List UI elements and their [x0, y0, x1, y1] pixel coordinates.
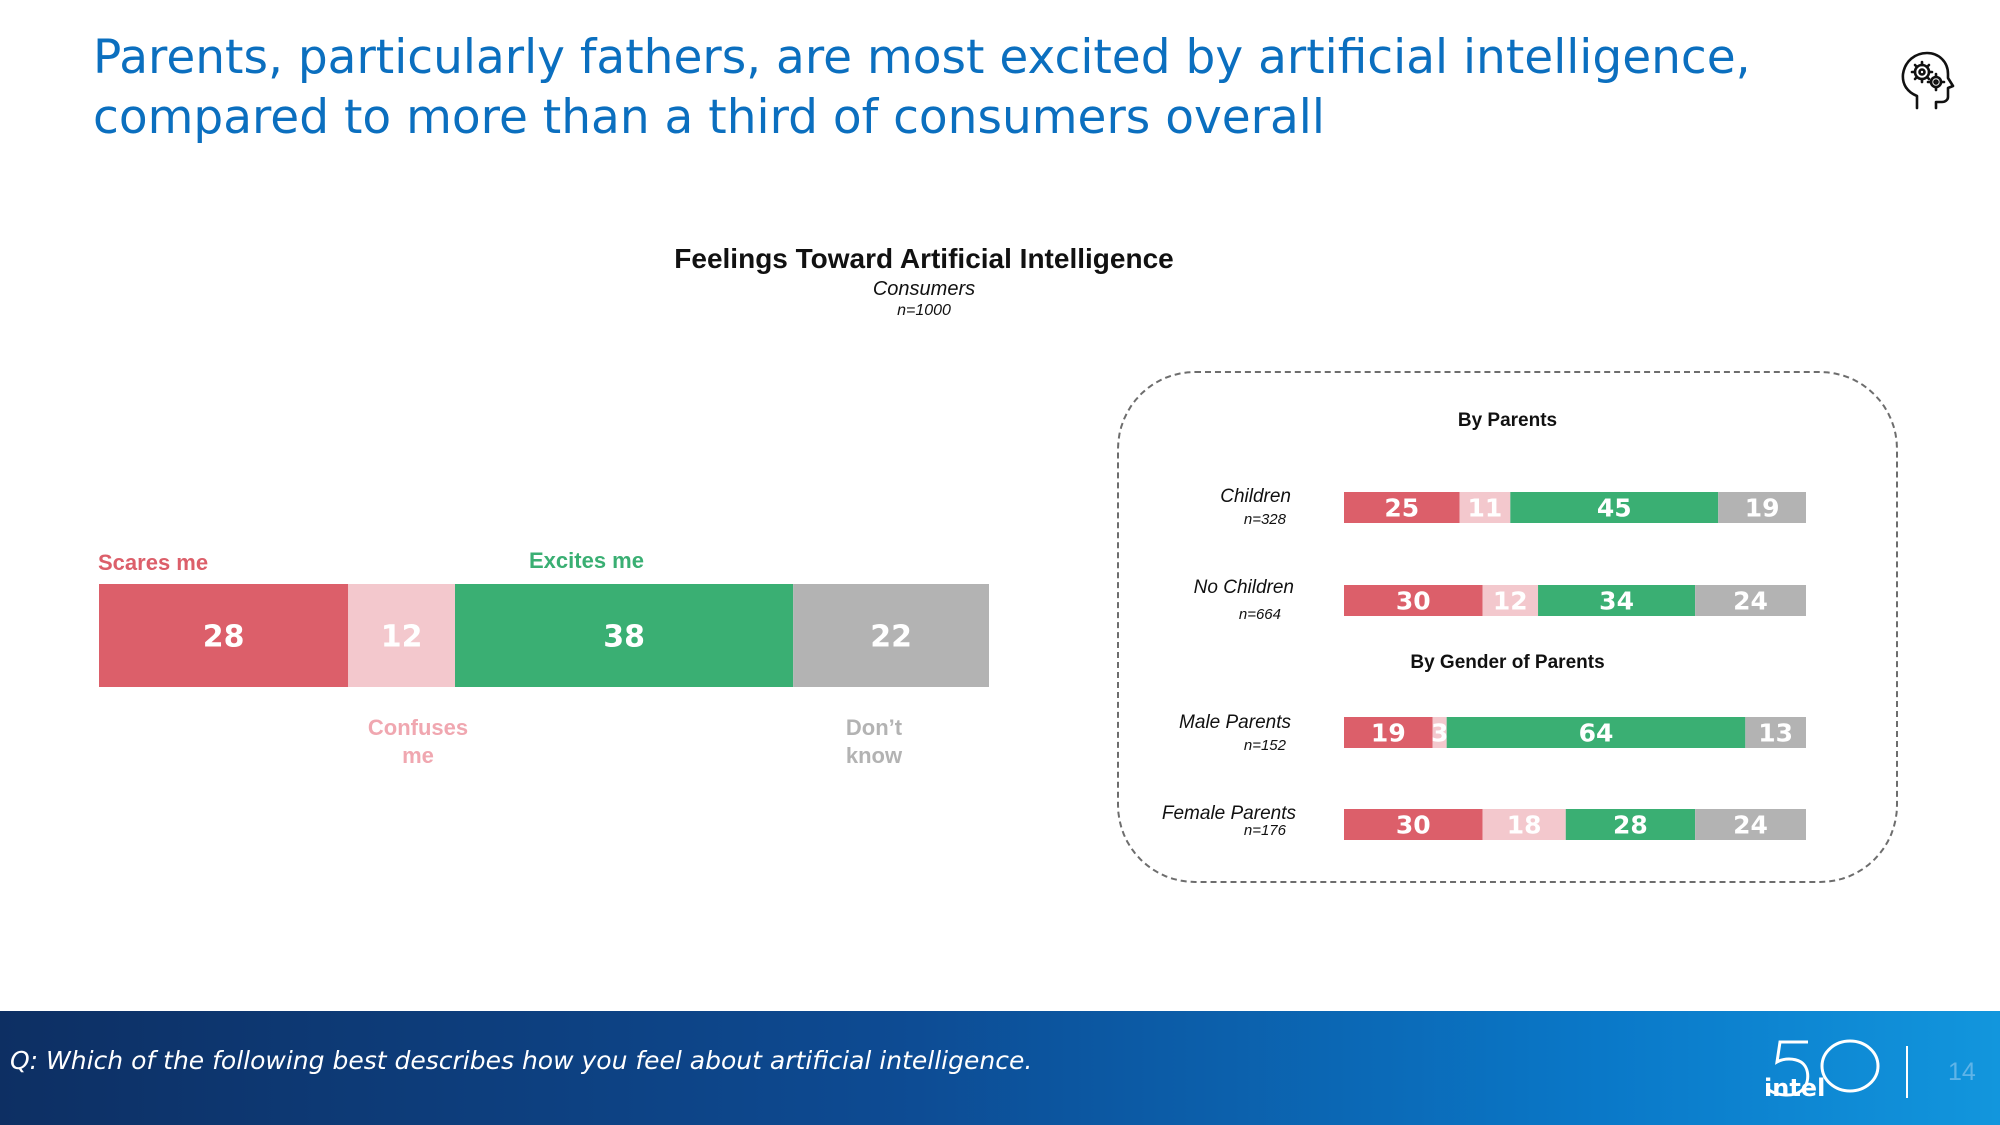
main-bar-value-dont-know: 22	[870, 620, 912, 655]
legend-dont-know-line-2: know	[845, 743, 903, 768]
bar-svg-no-children: 30 12 34 24	[1344, 585, 1806, 616]
bar-no-children-value-excites-me: 34	[1599, 587, 1634, 616]
bar-no-children-value-confuses-me: 12	[1493, 587, 1528, 616]
bar-male-parents-segment-scares-me	[1344, 717, 1433, 748]
main-bar-value-confuses-me: 12	[381, 620, 423, 655]
bar-male-parents-value-confuses-me: 3	[1431, 719, 1448, 748]
bar-female-parents-segment-scares-me	[1344, 809, 1483, 840]
bar-female-parents-value-excites-me: 28	[1613, 811, 1648, 840]
main-bar-segment-excites-me	[455, 584, 794, 687]
main-stacked-bar: 28 12 38 22	[99, 584, 989, 687]
segment-label-male-parents: Male Parents	[1179, 712, 1291, 733]
intel-logo-text: intel	[1764, 1074, 1825, 1102]
bar-svg-male-parents: 19 3 64 13	[1344, 717, 1806, 748]
survey-question: Q: Which of the following best describes…	[10, 1046, 1033, 1075]
segment-panel	[1117, 371, 1898, 883]
bar-male-parents-value-scares-me: 19	[1371, 719, 1406, 748]
slide-title: Parents, particularly fathers, are most …	[93, 28, 1813, 148]
segment-n-children: n=328	[1243, 511, 1286, 528]
bar-children-value-confuses-me: 11	[1468, 494, 1503, 523]
segment-label-children: Children	[1220, 486, 1291, 507]
bar-children-segment-confuses-me	[1459, 492, 1511, 523]
bar-female-parents-value-dont-know: 24	[1733, 811, 1768, 840]
main-bar-segment-confuses-me	[348, 584, 455, 687]
bar-children-segment-dont-know	[1718, 492, 1806, 523]
bar-female-parents-value-scares-me: 30	[1396, 811, 1431, 840]
ai-head-gear-icon	[1901, 51, 1955, 110]
intel-50-logo: intel 50	[1758, 1036, 1880, 1102]
main-bar-segment-dont-know	[793, 584, 989, 687]
segment-n-male-parents: n=152	[1243, 737, 1286, 754]
legend-dont-know: Don’t know	[804, 714, 944, 770]
segment-n-female-parents: n=176	[1243, 822, 1286, 839]
footer-divider	[1906, 1046, 1908, 1098]
intel-logo-mark: 50	[1758, 1036, 1760, 1037]
bar-children-value-scares-me: 25	[1384, 494, 1419, 523]
legend-scares-me: Scares me	[98, 550, 209, 575]
page-number: 14	[1948, 1058, 1976, 1086]
bar-male-parents-value-excites-me: 64	[1579, 719, 1614, 748]
bar-female-parents-segment-dont-know	[1695, 809, 1806, 840]
chart-subtitle: Consumers	[872, 278, 976, 300]
segment-label-female-parents: Female Parents	[1161, 803, 1296, 824]
bar-male-parents-segment-dont-know	[1745, 717, 1806, 748]
slide-title-line-1: Parents, particularly fathers, are most …	[93, 30, 1751, 85]
by-gender-heading: By Gender of Parents	[1410, 652, 1605, 673]
segment-n-no-children: n=664	[1238, 606, 1281, 623]
legend-excites-me: Excites me	[529, 548, 644, 573]
bar-no-children-value-dont-know: 24	[1733, 587, 1768, 616]
main-bar-value-scares-me: 28	[203, 620, 245, 655]
bar-no-children: 30 12 34 24	[1344, 585, 1806, 616]
bar-female-parents-segment-confuses-me	[1482, 809, 1566, 840]
bar-male-parents-value-dont-know: 13	[1758, 719, 1793, 748]
bar-no-children-segment-dont-know	[1695, 585, 1806, 616]
bar-children-value-dont-know: 19	[1745, 494, 1780, 523]
bar-no-children-segment-scares-me	[1344, 585, 1483, 616]
segment-label-no-children: No Children	[1193, 577, 1294, 598]
bar-no-children-segment-confuses-me	[1482, 585, 1539, 616]
main-bar-value-excites-me: 38	[603, 620, 645, 655]
bar-female-parents-value-confuses-me: 18	[1507, 811, 1542, 840]
bar-children: 25 11 45 19	[1344, 492, 1806, 523]
bar-svg-female-parents: 30 18 28 24	[1344, 809, 1806, 840]
bar-no-children-value-scares-me: 30	[1396, 587, 1431, 616]
bar-male-parents-segment-confuses-me	[1432, 717, 1447, 748]
bar-children-segment-excites-me	[1510, 492, 1719, 523]
legend-confuses-me: Confuses me	[348, 714, 488, 770]
chart-title: Feelings Toward Artificial Intelligence	[674, 243, 1174, 274]
legend-confuses-line-2: me	[402, 743, 434, 768]
bar-male-parents: 19 3 64 13	[1344, 717, 1806, 748]
by-parents-heading: By Parents	[1457, 410, 1558, 431]
bar-svg-children: 25 11 45 19	[1344, 492, 1806, 523]
bar-female-parents: 30 18 28 24	[1344, 809, 1806, 840]
chart-sample-size: n=1000	[897, 302, 951, 319]
bar-children-segment-scares-me	[1344, 492, 1460, 523]
slide-title-line-2: compared to more than a third of consume…	[93, 90, 1325, 145]
footer-band	[0, 1011, 2000, 1125]
bar-male-parents-segment-excites-me	[1446, 717, 1746, 748]
legend-dont-know-line-1: Don’t	[845, 715, 903, 740]
bar-children-value-excites-me: 45	[1597, 494, 1632, 523]
bar-no-children-segment-excites-me	[1538, 585, 1696, 616]
main-bar-segment-scares-me	[99, 584, 349, 687]
bar-female-parents-segment-excites-me	[1565, 809, 1696, 840]
legend-confuses-line-1: Confuses	[367, 715, 469, 740]
